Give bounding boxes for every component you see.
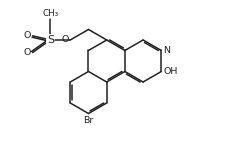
Text: Br: Br <box>83 116 94 125</box>
Text: S: S <box>47 35 54 45</box>
Text: S: S <box>47 35 54 45</box>
Text: OH: OH <box>164 67 178 76</box>
Text: O: O <box>23 31 31 40</box>
Text: O: O <box>23 48 31 57</box>
Text: CH₃: CH₃ <box>42 9 59 18</box>
Text: O: O <box>61 35 68 44</box>
Text: N: N <box>164 46 170 55</box>
